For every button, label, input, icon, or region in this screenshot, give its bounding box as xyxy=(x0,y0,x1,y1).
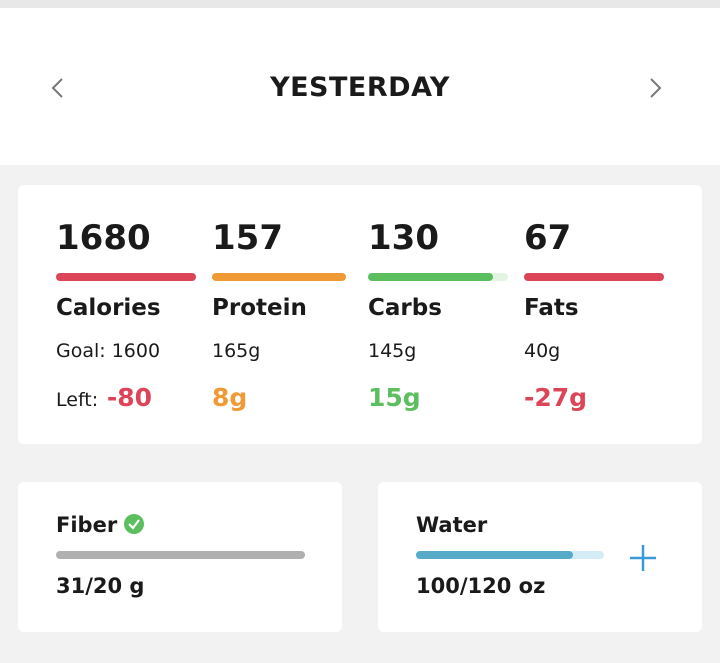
fiber-amount: 31/20 g xyxy=(56,574,145,598)
left-label: Left: xyxy=(56,389,99,411)
macro-name: Protein xyxy=(212,295,307,321)
check-icon xyxy=(124,514,144,534)
macro-name: Calories xyxy=(56,295,161,321)
macro-goal: 165g xyxy=(212,340,261,362)
macro-goal: 145g xyxy=(368,340,417,362)
progress-bar xyxy=(368,273,493,281)
prev-day-button[interactable] xyxy=(48,76,68,100)
macro-left: 8g xyxy=(212,383,248,412)
macro-left: -80 xyxy=(106,383,153,412)
macro-goal: 40g xyxy=(524,340,561,362)
add-water-button[interactable] xyxy=(628,543,658,573)
macro-name: Fats xyxy=(524,295,579,321)
macro-name: Carbs xyxy=(368,295,442,321)
next-day-button[interactable] xyxy=(646,76,666,100)
progress-bar xyxy=(56,273,196,281)
progress-bar xyxy=(416,551,573,559)
macro-value: 1680 xyxy=(56,218,151,258)
macro-left: 15g xyxy=(368,383,421,412)
progress-bar xyxy=(212,273,346,281)
macro-value: 67 xyxy=(524,218,572,258)
date-title: YESTERDAY xyxy=(270,72,450,103)
macro-goal: Goal: 1600 xyxy=(56,340,161,362)
water-label: Water xyxy=(416,513,488,537)
date-header xyxy=(0,0,720,165)
macro-value: 157 xyxy=(212,218,283,258)
macro-value: 130 xyxy=(368,218,439,258)
progress-bar xyxy=(524,273,664,281)
fiber-label: Fiber xyxy=(56,513,118,537)
progress-bar xyxy=(56,551,305,559)
water-amount: 100/120 oz xyxy=(416,574,546,598)
macro-left: -27g xyxy=(524,383,588,412)
macros-card xyxy=(18,185,702,444)
